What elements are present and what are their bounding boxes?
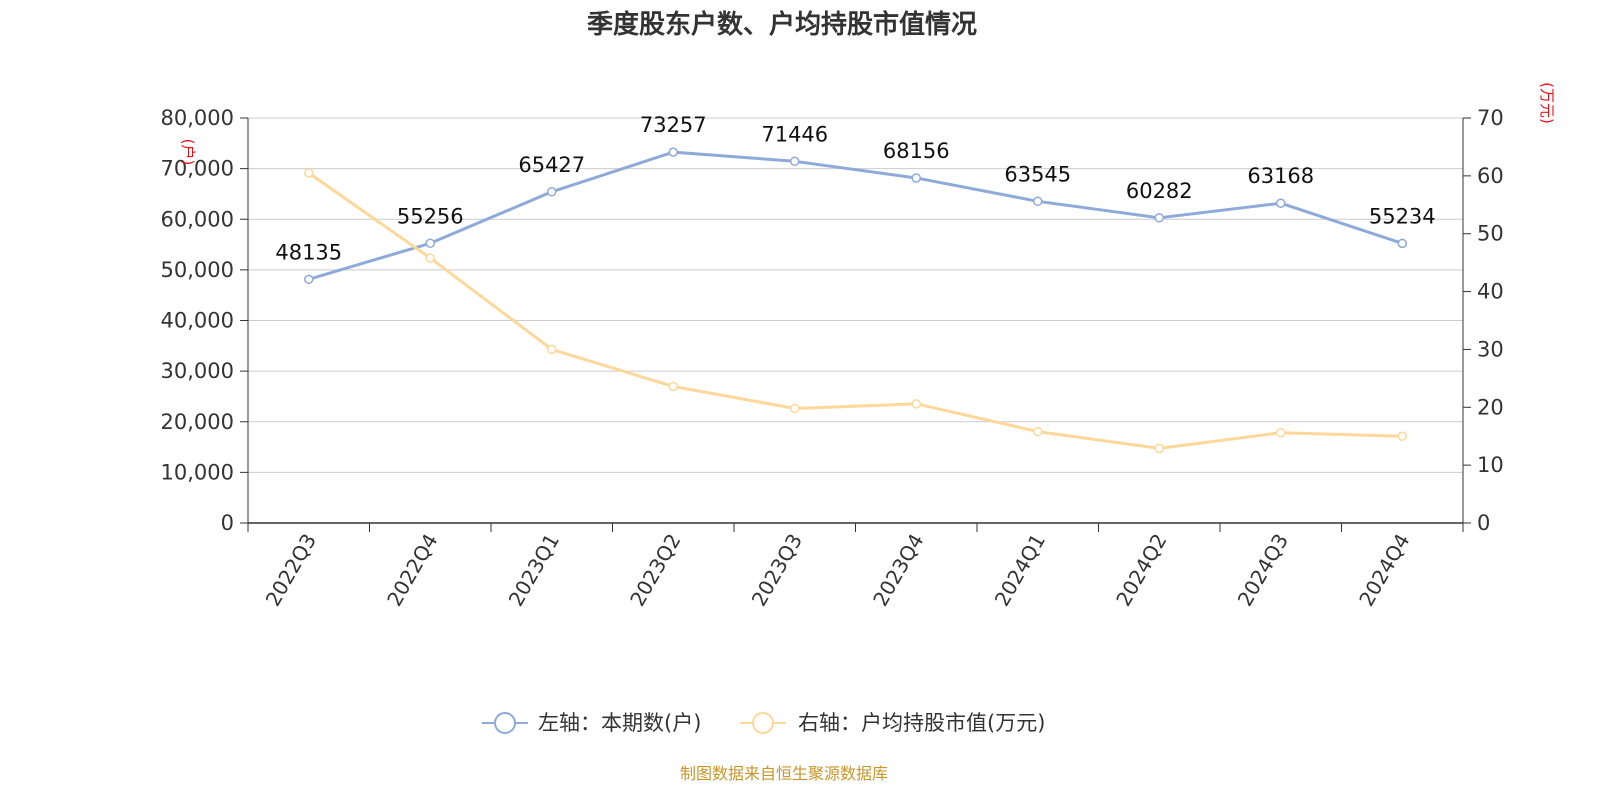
right-series-point: [1033, 426, 1043, 437]
left-series-point: [547, 187, 557, 197]
x-tick-label: 2024Q2: [1111, 530, 1171, 611]
left-tick-label: 20,000: [161, 410, 234, 434]
right-series-line: [307, 171, 1403, 450]
data-label: 65427: [518, 153, 585, 177]
data-labels: 48135 55256 65427 73257 71446 68156 63545 60282…: [275, 113, 1435, 264]
legend-right-marker: [752, 712, 774, 734]
legend-left-marker: [494, 712, 516, 734]
left-tick-label: 30,000: [161, 359, 234, 383]
x-tick-label: 2023Q3: [747, 530, 807, 611]
right-series-point: [1154, 443, 1164, 454]
right-series-point: [547, 344, 557, 355]
left-series-point: [1154, 213, 1164, 223]
right-series-point: [425, 253, 435, 263]
right-tick-label: 0: [1477, 511, 1490, 535]
right-tick-label: 50: [1477, 222, 1504, 246]
data-label: 55256: [397, 204, 464, 228]
right-series-point: [790, 403, 800, 414]
left-series-point: [1397, 238, 1407, 249]
x-tick-label: 2022Q3: [261, 530, 321, 611]
left-series-point: [425, 238, 435, 249]
right-tick-label: 40: [1477, 280, 1504, 304]
left-series-point: [1276, 198, 1286, 208]
x-tick-label: 2023Q2: [625, 530, 685, 611]
source-note: 制图数据来自恒生聚源数据库: [680, 764, 888, 783]
left-series-point: [790, 156, 800, 167]
left-tick-label: 70,000: [161, 157, 234, 181]
left-tick-label: 10,000: [161, 460, 234, 484]
legend-right-label: 右轴：户均持股市值(万元): [798, 711, 1045, 735]
left-series-point: [304, 274, 314, 285]
right-series-point: [911, 399, 921, 409]
right-series-point: [1397, 431, 1407, 441]
chart-title: 季度股东户数、户均持股市值情况: [587, 9, 977, 40]
right-axis-unit: (万元): [1538, 82, 1556, 124]
left-series-line: [308, 150, 1403, 281]
x-tick-label: 2024Q3: [1233, 530, 1293, 611]
legend-left-label: 左轴：本期数(户): [538, 711, 701, 735]
legend-item-left-series[interactable]: 左轴：本期数(户): [482, 711, 701, 735]
right-tick-label: 20: [1477, 395, 1504, 419]
right-series-point: [304, 168, 314, 178]
right-tick-label: 30: [1477, 337, 1504, 361]
left-tick-label: 80,000: [161, 106, 234, 130]
data-label: 73257: [640, 113, 707, 137]
left-tick-label: 0: [221, 511, 234, 535]
data-label: 48135: [275, 240, 342, 264]
legend: 左轴：本期数(户) 右轴：户均持股市值(万元): [482, 711, 1045, 735]
left-tick-label: 40,000: [161, 309, 234, 333]
data-label: 60282: [1126, 179, 1193, 203]
left-axis-unit: (户): [179, 139, 197, 166]
right-tick-label: 10: [1477, 453, 1504, 477]
x-tick-label: 2022Q4: [382, 530, 442, 611]
data-label: 71446: [761, 122, 828, 146]
x-tick-label: 2024Q4: [1354, 530, 1414, 611]
data-label: 68156: [883, 139, 950, 163]
x-tick-label: 2024Q1: [990, 530, 1050, 611]
series-layer: [304, 147, 1407, 454]
left-series-point: [1033, 196, 1043, 207]
left-series-point: [668, 147, 678, 157]
right-tick-label: 60: [1477, 164, 1504, 188]
right-tick-label: 70: [1477, 106, 1504, 130]
data-label: 63545: [1004, 162, 1071, 186]
right-series-point: [668, 381, 678, 392]
grid: [248, 117, 1463, 473]
legend-item-right-series[interactable]: 右轴：户均持股市值(万元): [740, 711, 1045, 735]
left-tick-label: 60,000: [161, 207, 234, 231]
x-tick-label: 2023Q4: [868, 530, 928, 611]
data-label: 63168: [1247, 164, 1314, 188]
data-label: 55234: [1369, 204, 1436, 228]
right-series-point: [1276, 427, 1286, 438]
x-tick-label: 2023Q1: [504, 530, 564, 611]
left-series-point: [911, 173, 921, 183]
left-tick-label: 50,000: [161, 258, 234, 282]
